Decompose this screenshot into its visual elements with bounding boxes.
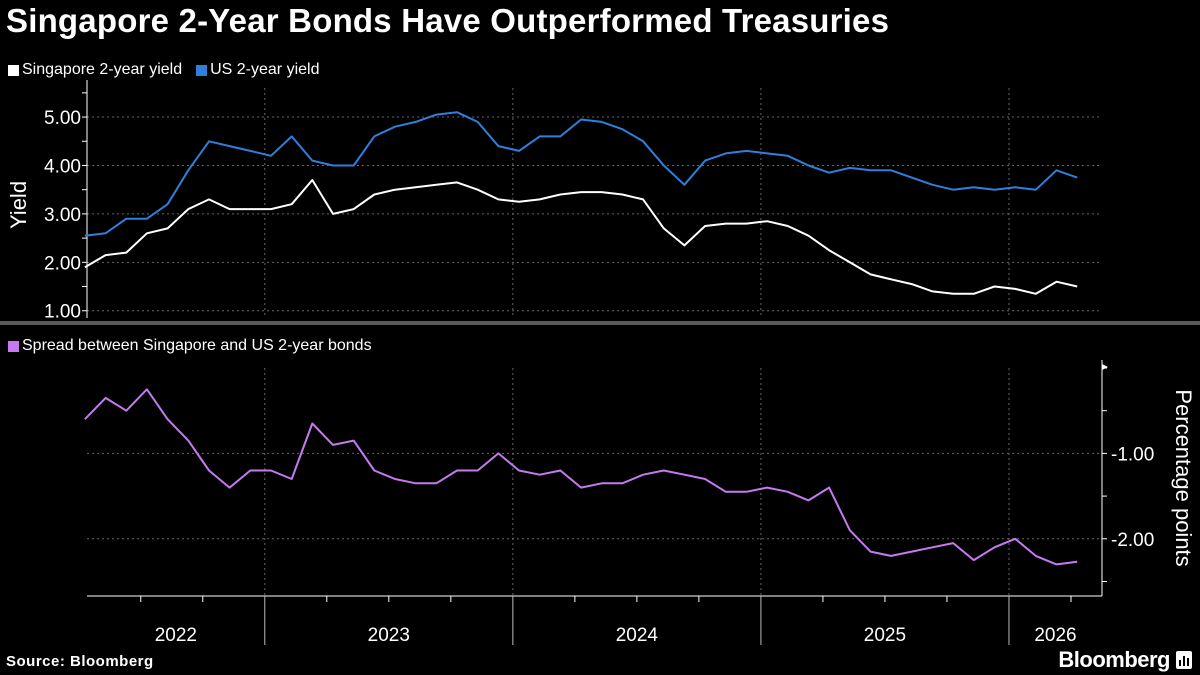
- legend-label-spread: Spread between Singapore and US 2-year b…: [22, 337, 372, 354]
- series-line-spread-between-singapore-and-us-2-year-bonds: [84, 388, 1078, 566]
- series-line-us-2-year-yield: [84, 111, 1078, 237]
- bottom-plot: -1.00 -2.00: [84, 360, 1154, 596]
- top-legend: Singapore 2-year yield US 2-year yield: [8, 61, 319, 79]
- bottom-legend: Spread between Singapore and US 2-year b…: [8, 337, 372, 355]
- legend-swatch-us: [196, 64, 208, 76]
- y-tick-label: 5.00: [44, 108, 81, 129]
- x-tick-label: 2025: [864, 625, 906, 646]
- source-note: Source: Bloomberg: [6, 653, 154, 670]
- x-tick-label: 2023: [368, 625, 410, 646]
- legend-swatch-singapore: [8, 64, 19, 76]
- top-plot: 1.00 2.00 3.00 4.00 5.00: [44, 80, 1102, 323]
- legend-label-singapore: Singapore 2-year yield: [22, 61, 183, 78]
- legend-item-singapore: Singapore 2-year yield: [8, 61, 182, 79]
- y-tick-label: 4.00: [44, 156, 81, 177]
- x-tick-label: 2024: [616, 625, 659, 646]
- y-axis-label-percentage-points: Percentage points: [1171, 389, 1196, 566]
- brand-name: Bloomberg: [1058, 647, 1170, 672]
- chart-title: Singapore 2-Year Bonds Have Outperformed…: [6, 2, 890, 39]
- y-axis-label-yield: Yield: [6, 181, 31, 229]
- y-tick-label: 2.00: [44, 253, 81, 274]
- bloomberg-chart-icon: [1176, 651, 1192, 669]
- legend-label-us: US 2-year yield: [210, 61, 320, 78]
- legend-swatch-spread: [8, 340, 19, 352]
- y-tick-label: 1.00: [44, 302, 81, 323]
- legend-item-spread: Spread between Singapore and US 2-year b…: [8, 337, 372, 355]
- y-tick-label: -2.00: [1111, 530, 1154, 551]
- y-tick-label: -1.00: [1111, 444, 1154, 465]
- x-axis: 2022 2023 2024 2025 2026: [87, 595, 1102, 646]
- x-tick-label: 2026: [1034, 625, 1076, 646]
- bloomberg-logo: Bloomberg: [1058, 647, 1192, 673]
- series-line-singapore-2-year-yield: [84, 179, 1078, 295]
- y-tick-label: 3.00: [44, 205, 81, 226]
- legend-item-us: US 2-year yield: [196, 61, 319, 79]
- y-axis-arrow: [1102, 364, 1108, 370]
- panel-divider: [0, 321, 1200, 325]
- x-tick-label: 2022: [155, 625, 197, 646]
